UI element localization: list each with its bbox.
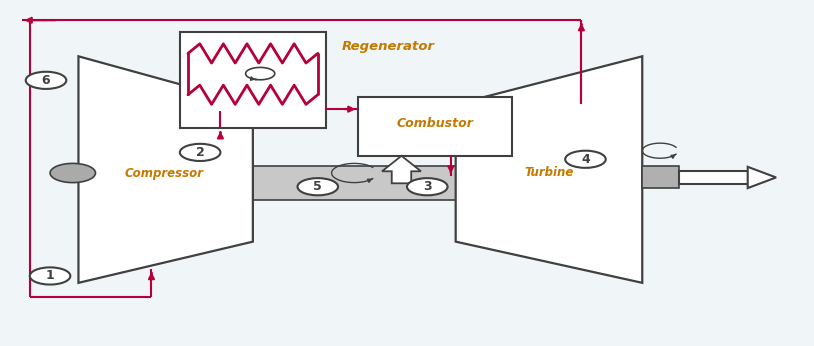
Text: 1: 1 xyxy=(46,270,55,282)
Text: Combustor: Combustor xyxy=(397,117,474,130)
Circle shape xyxy=(30,267,70,284)
Polygon shape xyxy=(78,56,253,283)
Text: Regenerator: Regenerator xyxy=(342,39,435,53)
Circle shape xyxy=(407,178,448,195)
FancyBboxPatch shape xyxy=(253,166,456,200)
Text: Turbine: Turbine xyxy=(524,166,574,180)
Circle shape xyxy=(50,163,95,183)
FancyBboxPatch shape xyxy=(642,166,679,189)
Text: 4: 4 xyxy=(581,153,590,166)
Polygon shape xyxy=(748,167,776,188)
Circle shape xyxy=(297,178,338,195)
Text: Compressor: Compressor xyxy=(124,166,204,180)
FancyBboxPatch shape xyxy=(358,98,513,156)
Text: 3: 3 xyxy=(423,180,431,193)
FancyBboxPatch shape xyxy=(180,32,326,128)
FancyBboxPatch shape xyxy=(679,171,748,184)
Text: 2: 2 xyxy=(195,146,204,159)
Text: 5: 5 xyxy=(313,180,322,193)
Circle shape xyxy=(180,144,221,161)
Text: 6: 6 xyxy=(42,74,50,87)
Circle shape xyxy=(26,72,66,89)
Polygon shape xyxy=(382,156,421,183)
Circle shape xyxy=(565,151,606,168)
Polygon shape xyxy=(456,56,642,283)
